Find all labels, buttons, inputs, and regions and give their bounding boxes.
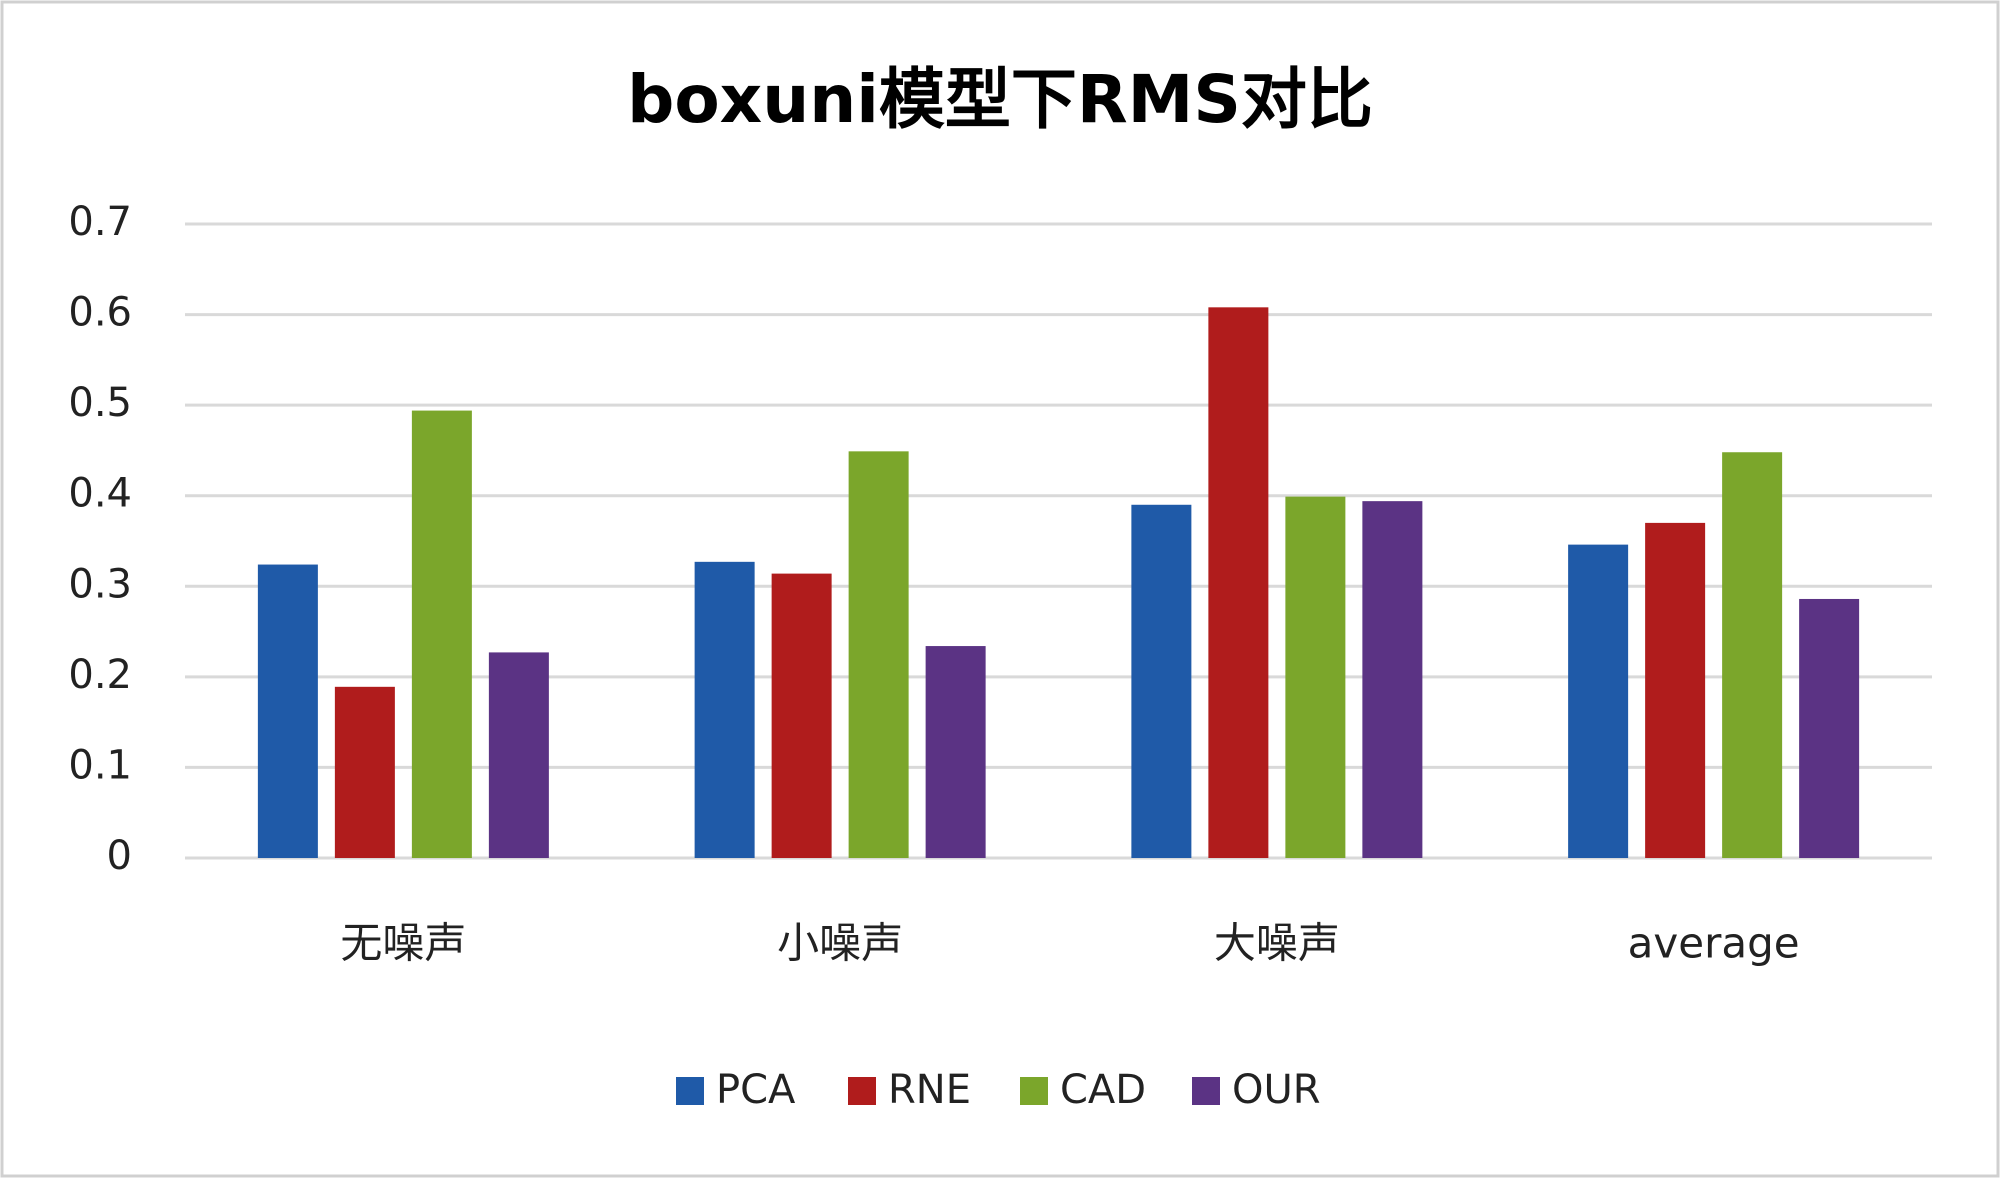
- bar: [771, 573, 832, 858]
- legend-label: PCA: [716, 1067, 796, 1113]
- legend-swatch: [1192, 1077, 1220, 1105]
- bar: [1799, 598, 1860, 858]
- y-tick-label: 0: [107, 833, 132, 879]
- bar: [694, 561, 755, 858]
- bar: [1285, 496, 1346, 858]
- x-tick-label: average: [1628, 919, 1800, 968]
- bar: [1362, 501, 1423, 858]
- bar: [1722, 452, 1783, 858]
- y-tick-label: 0.5: [68, 380, 132, 426]
- legend-swatch: [848, 1077, 876, 1105]
- bar: [411, 410, 472, 858]
- bar: [1645, 522, 1706, 858]
- bar: [1568, 544, 1629, 858]
- y-tick-label: 0.2: [68, 652, 132, 698]
- y-tick-label: 0.4: [68, 471, 132, 517]
- legend-swatch: [1020, 1077, 1048, 1105]
- bar: [257, 564, 318, 858]
- bar: [1208, 307, 1269, 859]
- x-tick-label: 大噪声: [1214, 919, 1340, 968]
- bar: [488, 652, 549, 858]
- y-tick-label: 0.1: [68, 742, 132, 788]
- x-tick-label: 无噪声: [340, 919, 466, 968]
- y-tick-label: 0.3: [68, 561, 132, 607]
- legend-swatch: [676, 1077, 704, 1105]
- y-tick-label: 0.6: [68, 290, 132, 336]
- bar: [848, 451, 909, 858]
- legend-label: OUR: [1232, 1067, 1321, 1113]
- x-tick-label: 小噪声: [777, 919, 903, 968]
- bar: [334, 686, 395, 858]
- chart-title: boxuni模型下RMS对比: [627, 61, 1373, 138]
- legend-label: RNE: [888, 1067, 971, 1113]
- bar: [925, 646, 986, 858]
- bar: [1131, 504, 1192, 858]
- legend-label: CAD: [1060, 1067, 1146, 1113]
- y-tick-label: 0.7: [68, 199, 132, 245]
